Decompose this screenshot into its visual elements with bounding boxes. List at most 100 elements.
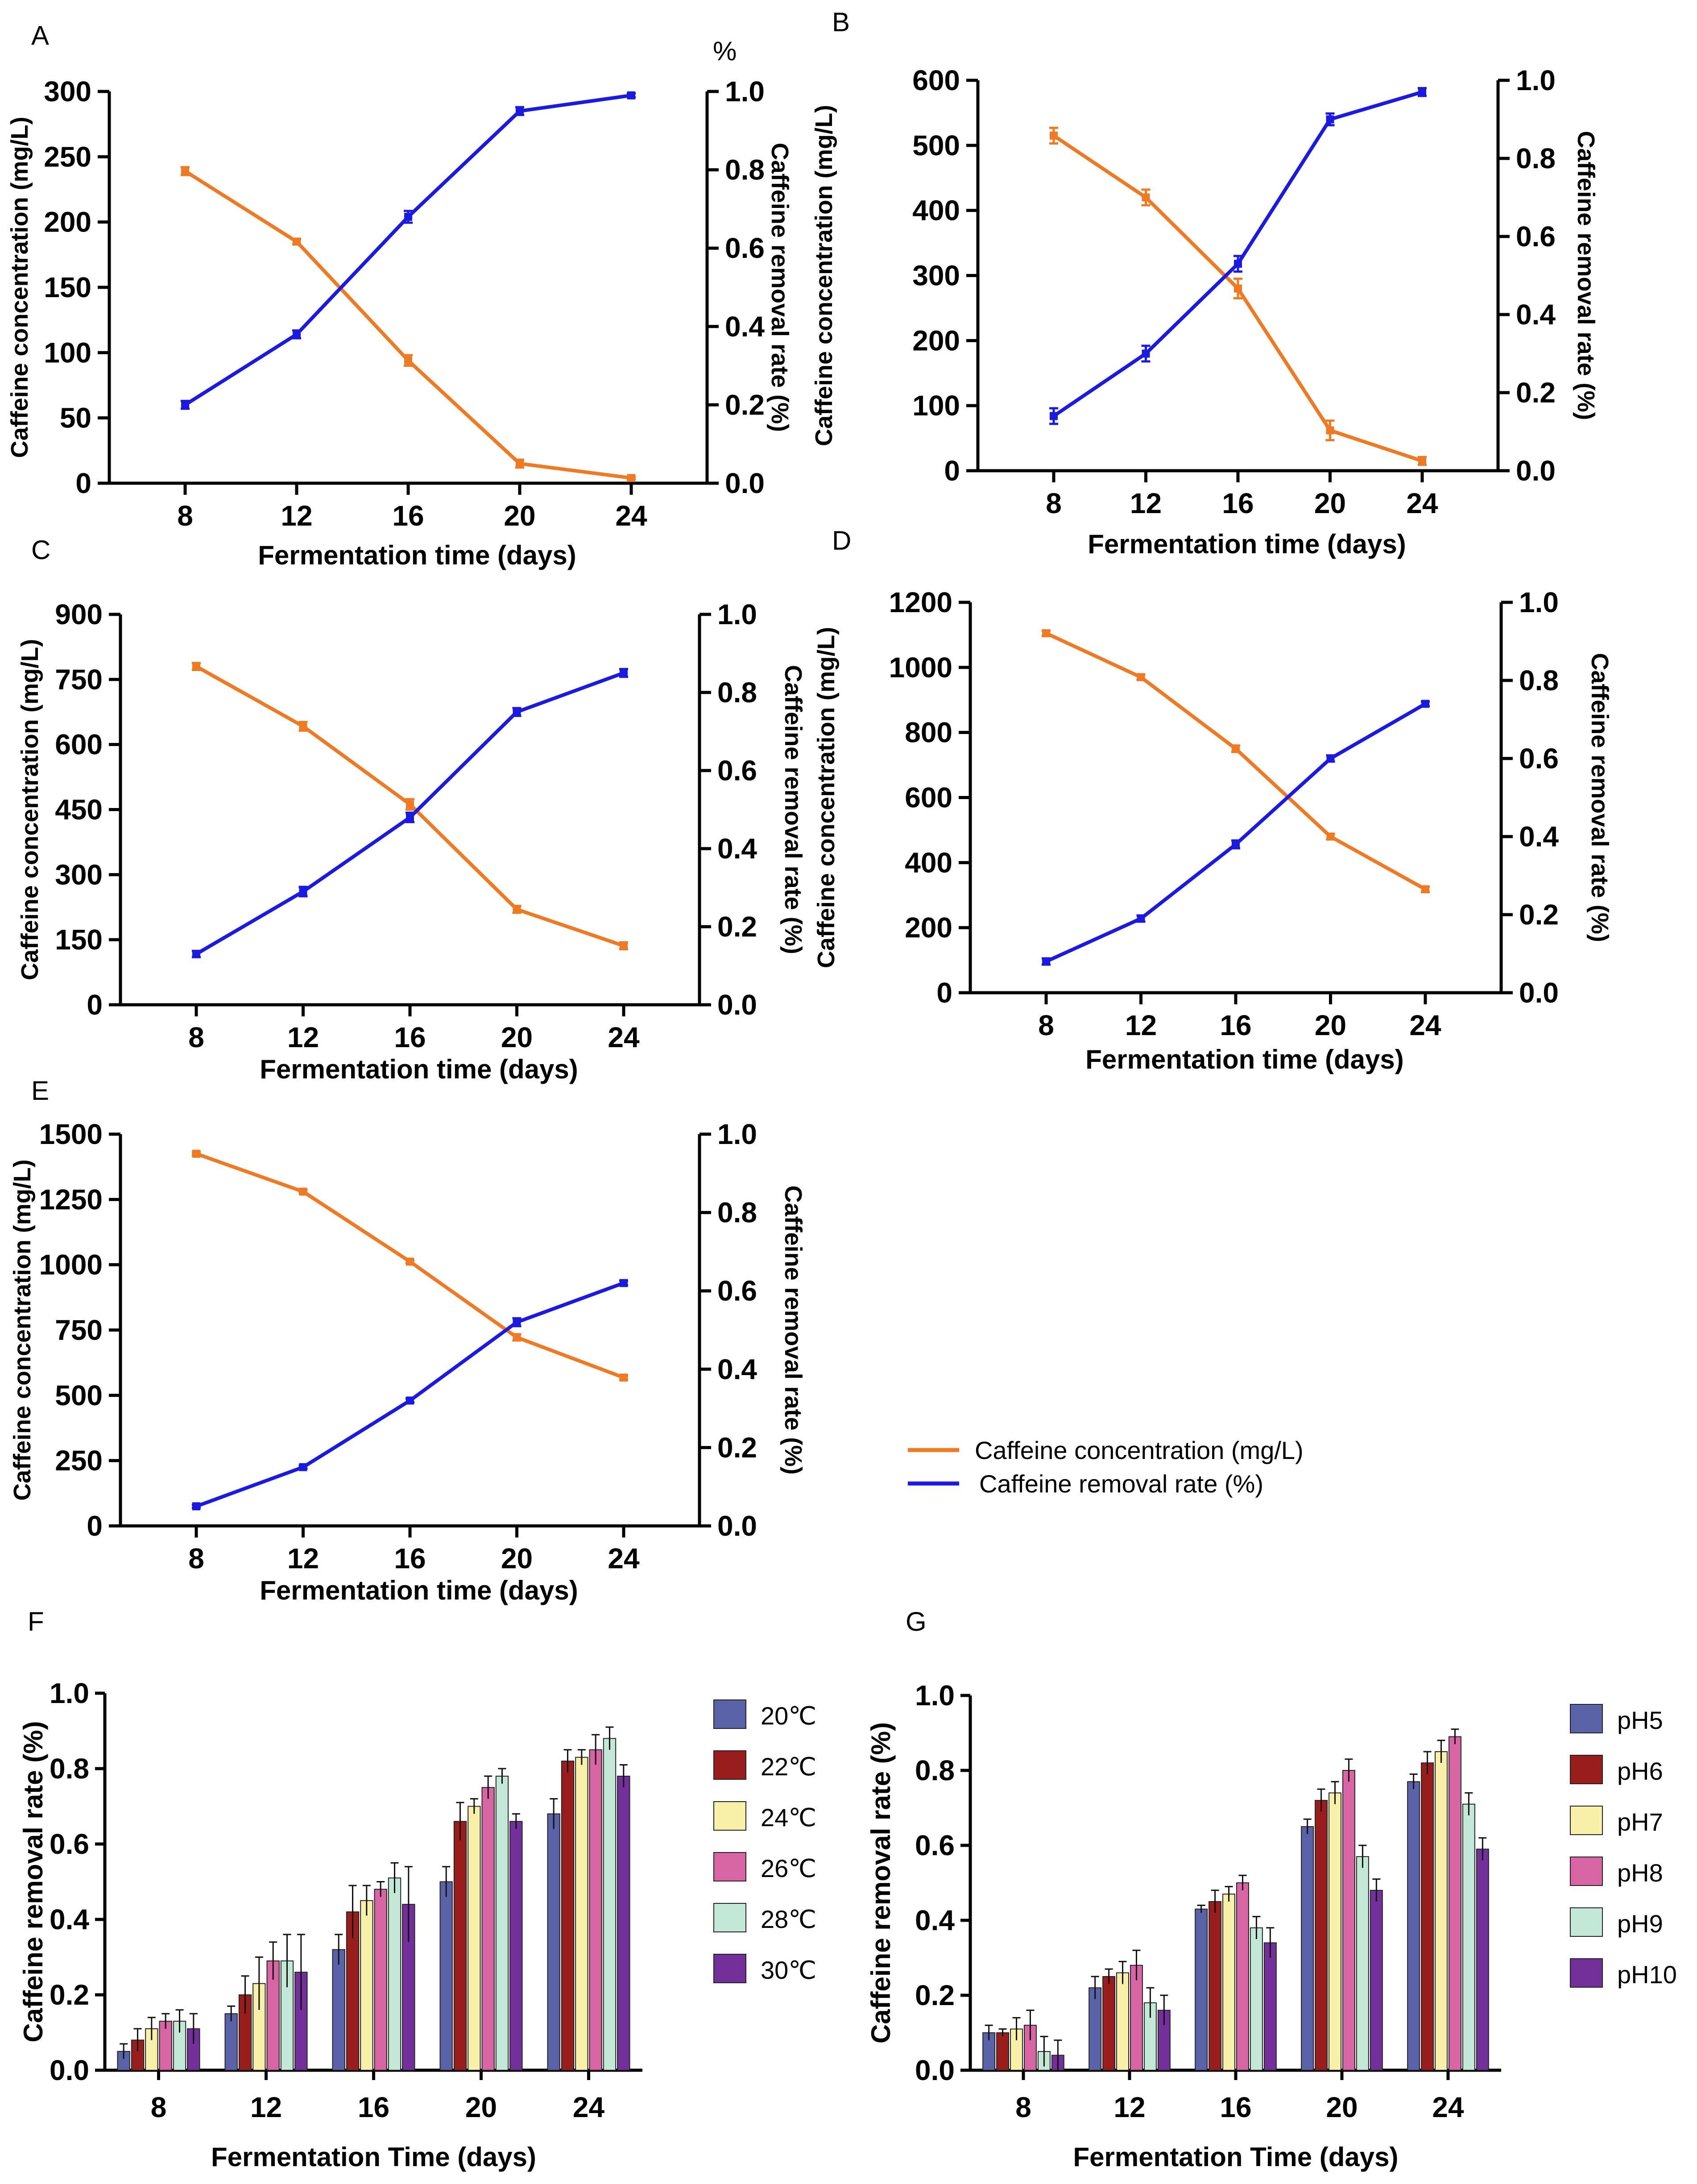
panel-letter: E xyxy=(31,1076,49,1106)
x-tick-label: 16 xyxy=(392,500,424,532)
y-left-tick-label: 900 xyxy=(55,598,103,630)
x-tick-label: 16 xyxy=(394,1021,426,1053)
x-tick-label: 20 xyxy=(1326,2091,1358,2123)
data-point xyxy=(1326,426,1334,435)
x-tick-label: 16 xyxy=(1220,2091,1251,2123)
bar xyxy=(996,2032,1010,2071)
y-right-tick-label: 0.4 xyxy=(717,833,757,865)
data-point xyxy=(192,950,200,958)
y-left-tick-label: 600 xyxy=(55,729,103,761)
data-point xyxy=(513,905,521,914)
data-point xyxy=(516,460,524,468)
y-right-tick-label: 1.0 xyxy=(717,598,757,630)
bar xyxy=(481,1787,495,2071)
panel-E: E 0 250 500 750 1000 1250 1500 0.0 0.2 0.4 0.6 0.8 1.… xyxy=(9,1076,807,1605)
y-right-tick-label: 0.6 xyxy=(717,1275,757,1307)
y-right-tick-label: 0.0 xyxy=(717,989,757,1021)
bar xyxy=(1222,1894,1236,2071)
data-point xyxy=(192,662,200,671)
x-tick-label: 8 xyxy=(1046,487,1062,519)
x-tick-label: 8 xyxy=(177,500,193,532)
bar xyxy=(603,1738,617,2071)
panel-G: G 0.0 0.2 0.4 0.6 0.8 1.0 8 12 16 20 24 Fermentation… xyxy=(866,1607,1677,2172)
bar xyxy=(509,1821,523,2071)
data-point xyxy=(1234,260,1242,268)
y-left-tick-label: 200 xyxy=(912,324,960,356)
legend-label: pH8 xyxy=(1617,1859,1663,1887)
x-tick-label: 16 xyxy=(1222,487,1254,519)
data-point xyxy=(1137,914,1145,923)
bar xyxy=(495,1775,509,2071)
y-right-tick-label: 0.2 xyxy=(717,911,757,943)
right-axis-unit: % xyxy=(713,36,737,66)
legend-label: 24℃ xyxy=(761,1803,816,1832)
y-axis-right-title: Caffeine removal rate (%) xyxy=(766,143,793,432)
data-point xyxy=(406,813,414,821)
legend-label: 30℃ xyxy=(761,1956,816,1984)
y-right-tick-label: 0.6 xyxy=(717,754,757,787)
data-point xyxy=(1326,754,1335,763)
x-tick-label: 20 xyxy=(504,500,535,532)
y-right-tick-label: 0.4 xyxy=(1516,298,1556,331)
panel-B: B 0 100 200 300 400 500 600 0.0 0.2 0.4 0.6 0.8 1.0 8 1… xyxy=(811,7,1599,559)
data-point xyxy=(620,669,628,677)
y-tick-label: 0.8 xyxy=(915,1754,955,1786)
legend-label: pH6 xyxy=(1617,1757,1663,1785)
y-left-tick-label: 600 xyxy=(912,64,960,96)
y-left-tick-label: 200 xyxy=(905,912,952,944)
bar xyxy=(374,1889,387,2071)
legend-label-concentration: Caffeine concentration (mg/L) xyxy=(975,1436,1304,1464)
x-tick-label: 12 xyxy=(287,1021,319,1053)
data-point xyxy=(1232,745,1240,753)
x-axis-title: Fermentation time (days) xyxy=(1088,529,1406,559)
x-tick-label: 24 xyxy=(1409,1009,1441,1041)
x-axis-title: Fermentation time (days) xyxy=(258,540,576,570)
y-right-tick-label: 1.0 xyxy=(1519,586,1559,618)
panel-letter: F xyxy=(28,1607,44,1637)
y-tick-label: 0.6 xyxy=(915,1829,955,1861)
bar xyxy=(1116,1972,1130,2071)
y-tick-label: 0.2 xyxy=(50,1979,89,2011)
data-point xyxy=(192,1149,200,1158)
panel-C: C 0 150 300 450 600 750 900 0.0 0.2 0.4 0.6 0.8 1.0 8 1… xyxy=(17,535,807,1084)
data-point xyxy=(620,1279,628,1287)
bar xyxy=(617,1775,630,2071)
y-axis-right-title: Caffeine removal rate (%) xyxy=(1586,653,1613,942)
x-tick-label: 24 xyxy=(608,1021,640,1053)
y-left-tick-label: 300 xyxy=(55,858,103,891)
bar xyxy=(561,1761,575,2071)
legend-label: pH5 xyxy=(1617,1706,1663,1734)
y-left-tick-label: 300 xyxy=(912,260,960,292)
bar xyxy=(1476,1848,1489,2071)
y-tick-label: 0.2 xyxy=(915,1979,955,2011)
legend-swatch xyxy=(1570,1907,1603,1937)
x-tick-label: 8 xyxy=(1015,2091,1031,2123)
legend-label: 28℃ xyxy=(761,1905,816,1933)
data-point xyxy=(1042,957,1050,966)
bar xyxy=(453,1821,467,2071)
legend-swatch xyxy=(713,1801,746,1831)
data-point xyxy=(404,212,412,221)
data-point xyxy=(1137,673,1145,681)
bar xyxy=(1370,1890,1383,2071)
legend-swatch xyxy=(713,1954,746,1983)
bar xyxy=(1421,1762,1434,2071)
x-tick-label: 24 xyxy=(608,1542,640,1575)
y-right-tick-label: 0.2 xyxy=(725,389,765,421)
bar xyxy=(332,1949,345,2071)
x-axis-title: Fermentation time (days) xyxy=(1085,1044,1403,1074)
data-point xyxy=(620,941,628,950)
bar xyxy=(547,1813,560,2071)
data-point xyxy=(620,1373,628,1382)
bar xyxy=(1263,1942,1277,2071)
y-left-tick-label: 500 xyxy=(55,1379,103,1411)
y-axis-left-title: Caffeine concentration (mg/L) xyxy=(6,116,33,458)
y-left-tick-label: 50 xyxy=(60,402,91,434)
y-axis-title: Caffeine removal rate (%) xyxy=(866,1722,896,2043)
legend-label: pH7 xyxy=(1617,1808,1663,1836)
legend-label: pH9 xyxy=(1617,1910,1663,1938)
data-point xyxy=(181,167,189,175)
x-axis-title: Fermentation time (days) xyxy=(260,1054,578,1084)
panel-letter: A xyxy=(31,21,49,50)
bar xyxy=(388,1877,401,2071)
